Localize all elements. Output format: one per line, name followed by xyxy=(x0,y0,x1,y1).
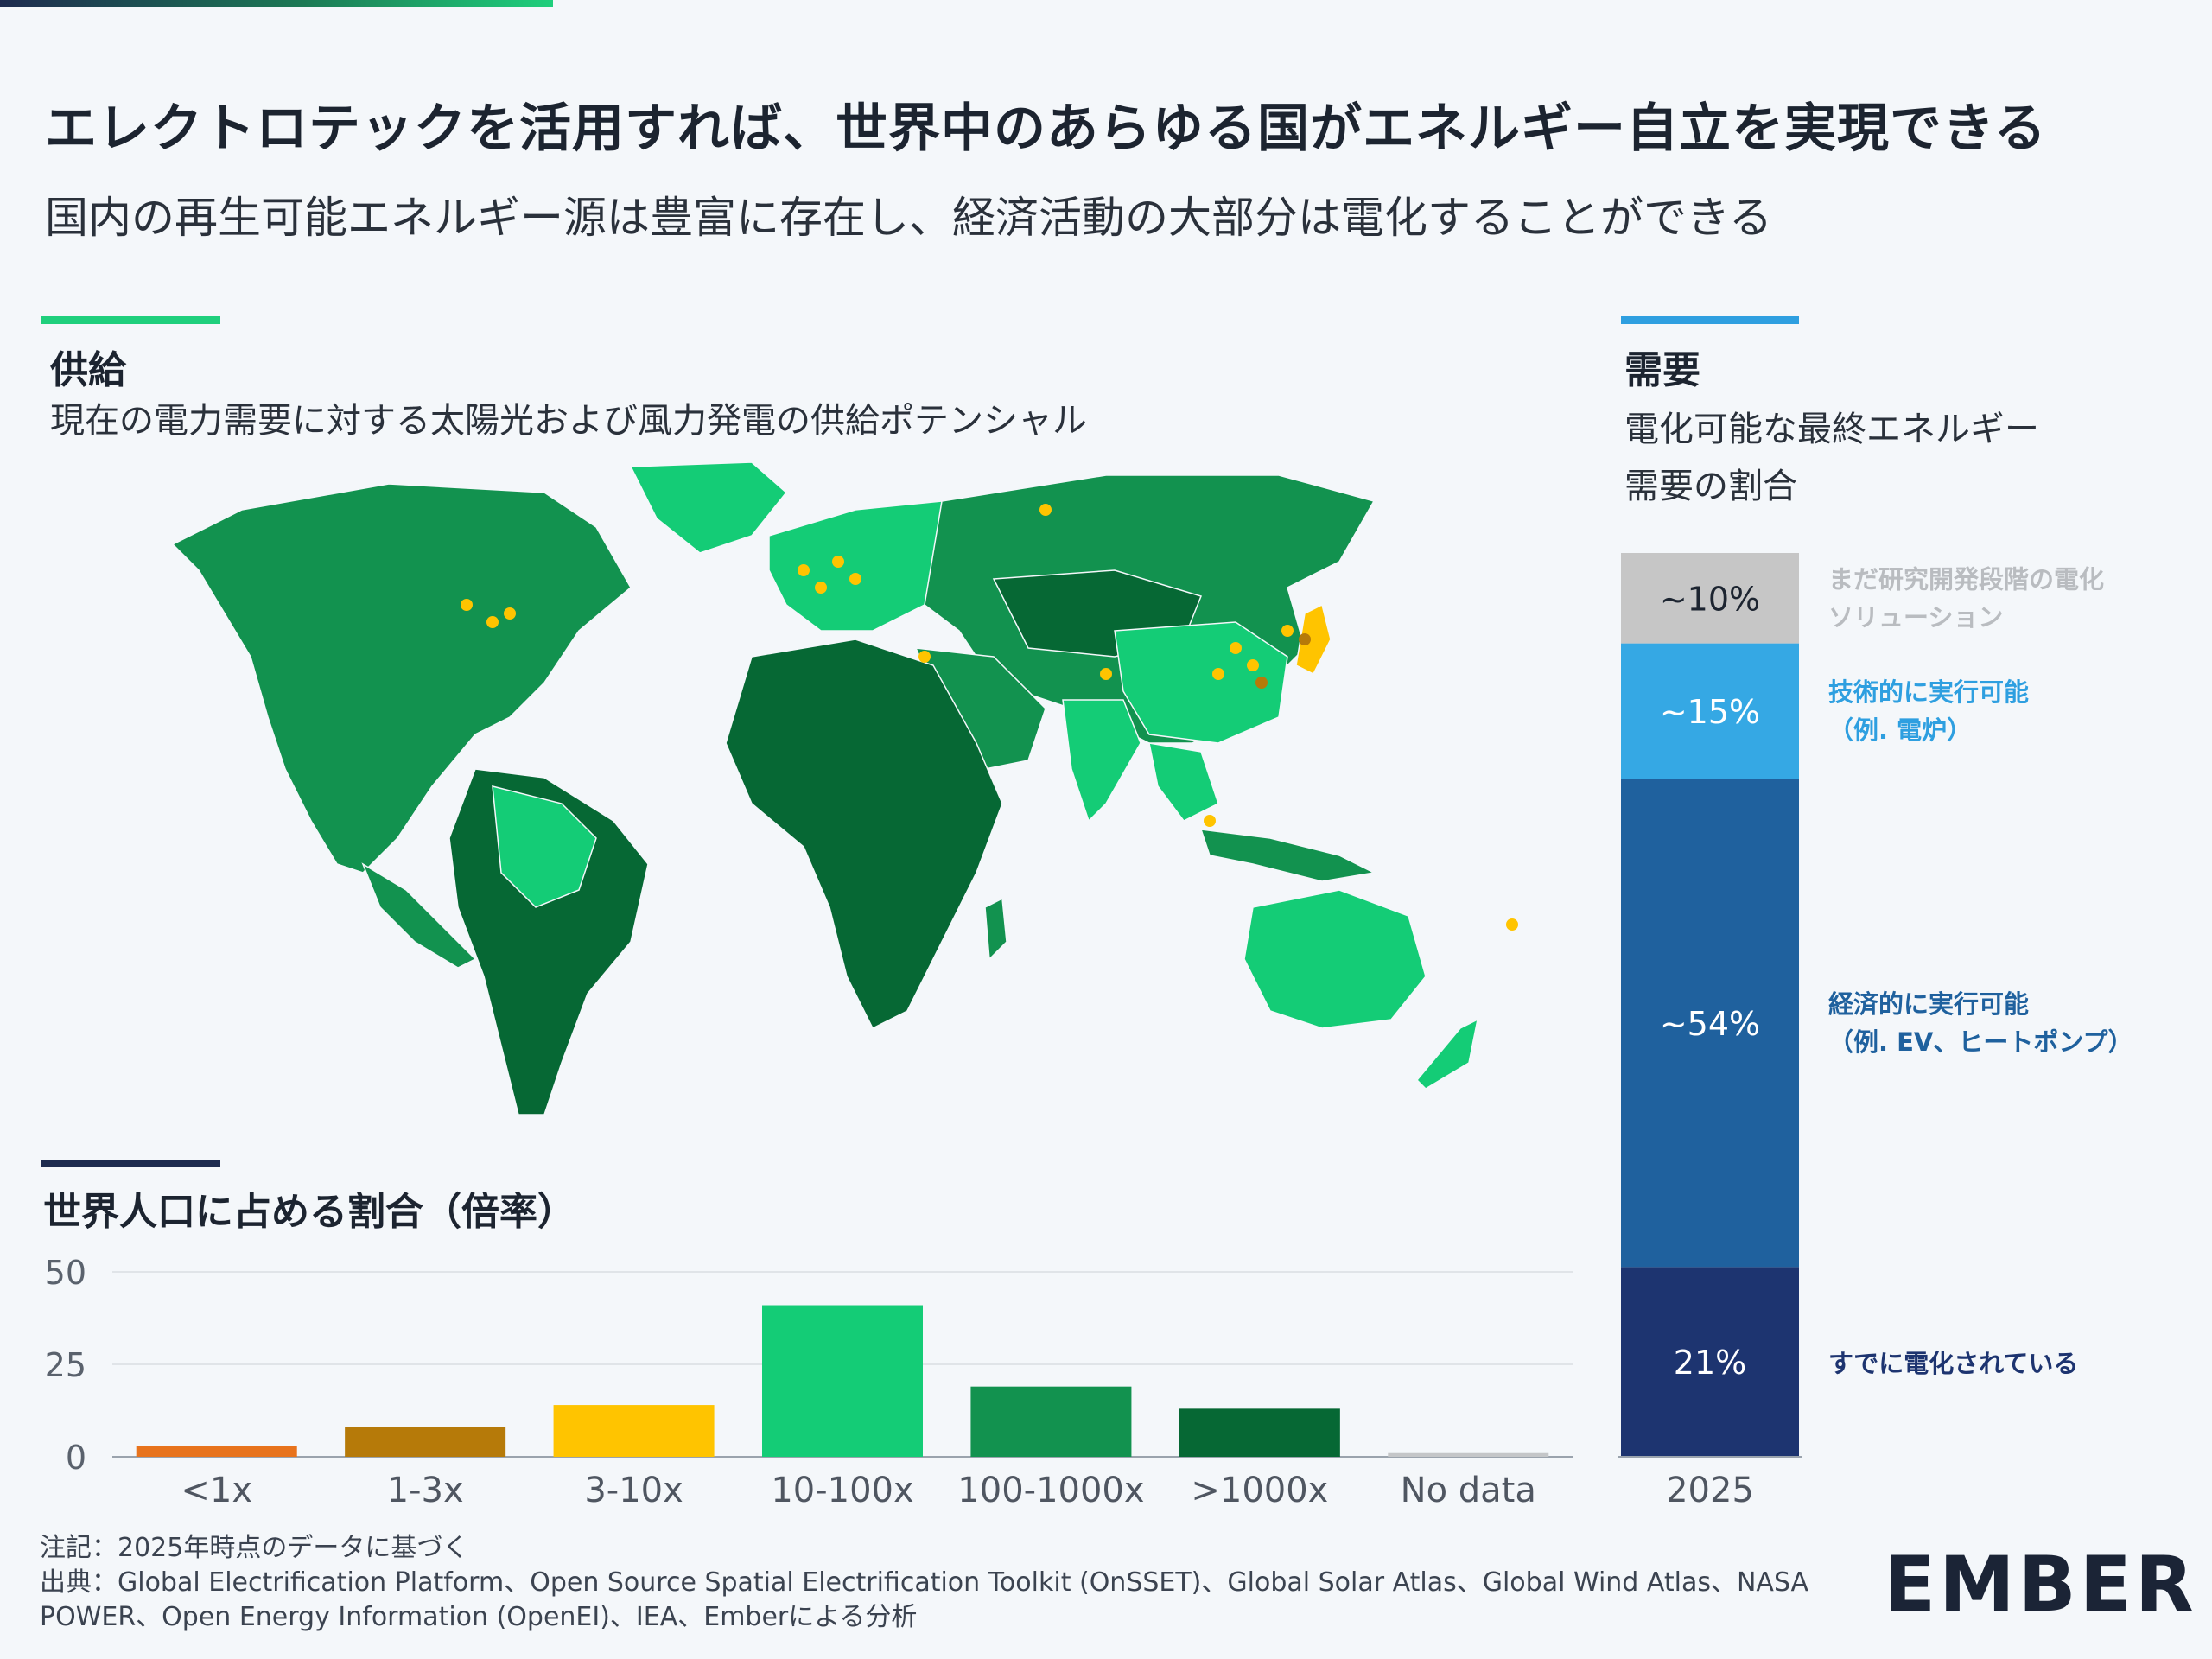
demand-legend-sublabel: （例. 電炉） xyxy=(1828,715,1972,745)
bar-2 xyxy=(553,1405,715,1457)
x-tick-label: 10-100x xyxy=(771,1471,913,1510)
supply-heading: 供給 xyxy=(50,348,126,392)
population-accent-bar xyxy=(41,1160,220,1167)
top-accent-bar xyxy=(0,0,553,7)
supply-subheading: 現在の電力需要に対する太陽光および風力発電の供給ポテンシャル xyxy=(50,401,1087,441)
map-hotspot xyxy=(504,607,516,620)
demand-stacked-bar-chart: 21% すでに電化されている ~54% 経済的に実行可能 （例. EV、ヒートポンプ） ~… xyxy=(1618,553,2133,1510)
demand-segment-2 xyxy=(1621,643,1799,779)
map-region-north-america xyxy=(171,483,632,874)
map-hotspot xyxy=(1255,677,1268,689)
bar-1 xyxy=(345,1427,506,1457)
x-tick-label: 3-10x xyxy=(584,1471,683,1510)
ember-logo: EMBER xyxy=(1884,1540,2197,1629)
bar-5 xyxy=(1179,1408,1340,1457)
footer-note: 注記：2025年時点のデータに基づく xyxy=(40,1533,469,1563)
y-tick-label: 0 xyxy=(66,1439,86,1477)
map-hotspot xyxy=(1100,668,1112,680)
world-map xyxy=(171,461,1518,1116)
demand-segment-label: ~10% xyxy=(1660,580,1760,618)
demand-x-tick-label: 2025 xyxy=(1666,1471,1754,1510)
map-hotspot xyxy=(1230,642,1242,654)
x-tick-label: >1000x xyxy=(1191,1471,1328,1510)
bar-0 xyxy=(136,1446,297,1457)
map-hotspot xyxy=(486,616,499,628)
map-hotspot xyxy=(815,582,827,594)
map-hotspot xyxy=(918,651,931,663)
map-hotspot xyxy=(1204,815,1216,827)
map-region-sa-highlight xyxy=(492,785,597,908)
demand-legend-label: 技術的に実行可能 xyxy=(1828,677,2029,707)
demand-heading: 需要 xyxy=(1624,348,1700,392)
demand-segment-1 xyxy=(1621,779,1799,1268)
population-bar-chart: 0 25 50 <1x 1-3x 3-10x 10-100x 100-1000x >1000x N… xyxy=(45,1254,1573,1510)
demand-segment-label: ~54% xyxy=(1660,1005,1760,1043)
supply-accent-bar xyxy=(41,316,220,324)
demand-legend-label: まだ研究開発段階の電化 xyxy=(1828,564,2104,594)
demand-legend-sublabel: （例. EV、ヒートポンプ） xyxy=(1828,1027,2133,1057)
demand-legend-label: すでに電化されている xyxy=(1828,1349,2078,1378)
map-hotspot xyxy=(1281,625,1294,637)
map-hotspot xyxy=(1299,633,1311,645)
population-heading: 世界人口に占める割合（倍率） xyxy=(43,1190,575,1234)
y-tick-label: 50 xyxy=(45,1254,86,1292)
map-region-japan xyxy=(1295,603,1332,676)
footer-source-line2: POWER、Open Energy Information (OpenEI)、I… xyxy=(40,1602,918,1632)
map-region-africa xyxy=(725,639,1003,1030)
page-title: エレクトロテックを活用すれば、世界中のあらゆる国がエネルギー自立を実現できる xyxy=(45,99,2047,159)
map-region-central-america xyxy=(361,862,477,969)
x-tick-label: 1-3x xyxy=(387,1471,464,1510)
map-hotspot xyxy=(798,564,810,576)
footer-source-line1: 出典：Global Electrification Platform、Open … xyxy=(40,1567,1809,1598)
demand-segment-label: ~15% xyxy=(1660,693,1760,731)
bar-3 xyxy=(762,1305,923,1457)
page-subtitle: 国内の再生可能エネルギー源は豊富に存在し、経済活動の大部分は電化することができる xyxy=(45,193,1772,243)
footer-notes: 注記：2025年時点のデータに基づく 出典：Global Electrifica… xyxy=(40,1531,1846,1635)
demand-legend-label: 経済的に実行可能 xyxy=(1828,989,2029,1019)
map-hotspot xyxy=(849,573,861,585)
x-tick-label: <1x xyxy=(181,1471,252,1510)
demand-accent-bar xyxy=(1621,316,1799,324)
demand-subheading-line1: 電化可能な最終エネルギー xyxy=(1624,410,2039,449)
demand-subheading-line2: 需要の割合 xyxy=(1624,467,1797,506)
map-hotspot xyxy=(1247,659,1259,671)
map-hotspot xyxy=(461,599,473,611)
demand-segment-label: 21% xyxy=(1674,1344,1746,1382)
map-hotspot xyxy=(1212,668,1224,680)
demand-segment-0 xyxy=(1621,1267,1799,1457)
map-region-indonesia xyxy=(1199,829,1376,882)
demand-subheading: 電化可能な最終エネルギー 需要の割合 xyxy=(1624,401,2039,515)
x-tick-label: 100-1000x xyxy=(957,1471,1144,1510)
x-tick-label: No data xyxy=(1401,1471,1536,1510)
map-region-china xyxy=(1114,621,1288,744)
y-tick-label: 25 xyxy=(45,1346,86,1384)
map-hotspot xyxy=(832,556,844,568)
demand-segment-3 xyxy=(1621,553,1799,644)
map-region-india xyxy=(1062,699,1141,823)
bar-4 xyxy=(970,1386,1132,1457)
map-region-australia xyxy=(1243,889,1427,1029)
demand-legend-sublabel: ソリューション xyxy=(1828,602,2003,632)
map-region-se-asia xyxy=(1148,742,1219,822)
bar-6 xyxy=(1388,1452,1549,1457)
map-hotspot xyxy=(1039,504,1052,516)
map-region-greenland xyxy=(629,461,788,554)
map-region-new-zealand xyxy=(1415,1018,1479,1090)
map-region-madagascar xyxy=(984,897,1007,961)
map-hotspot xyxy=(1506,918,1518,931)
map-region-europe xyxy=(768,500,960,632)
